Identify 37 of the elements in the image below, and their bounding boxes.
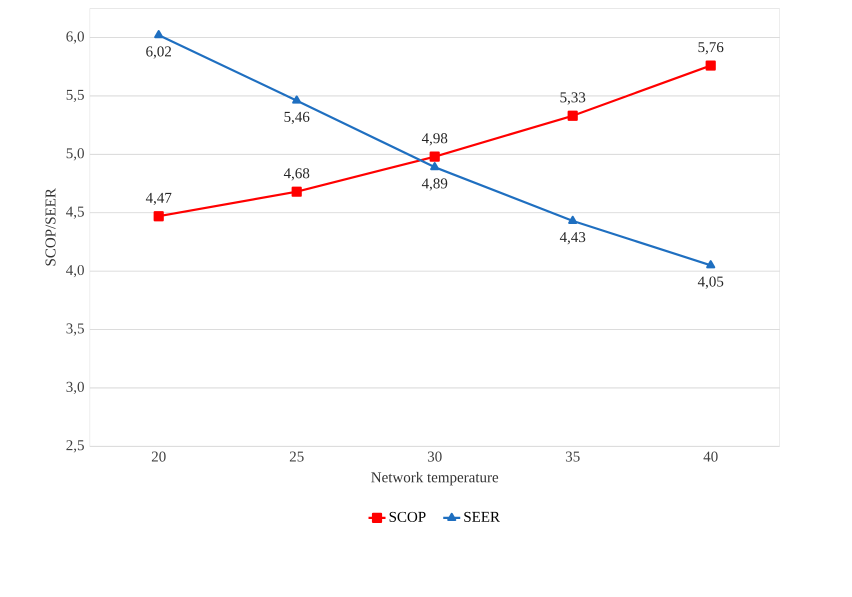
legend-label: SCOP [390, 512, 426, 522]
point [568, 216, 578, 224]
x-axis-title: Network temperature [371, 472, 498, 486]
y-tick-label: 5,5 [66, 90, 84, 102]
data-label: 4,89 [422, 178, 448, 191]
data-label: 5,33 [560, 92, 586, 105]
x-tick-label: 40 [704, 452, 718, 462]
point [430, 152, 440, 162]
y-tick-label: 4,0 [66, 264, 84, 278]
y-tick-label: 2,5 [66, 440, 84, 452]
data-label: 4,05 [698, 276, 724, 289]
point [706, 60, 716, 71]
point [154, 30, 164, 38]
point [292, 186, 302, 197]
y-axis-title: SCOP/SEER [45, 188, 56, 266]
data-label: 5,76 [698, 42, 724, 54]
data-label: 4,98 [422, 133, 448, 146]
y-tick-label: 6,0 [66, 31, 84, 44]
y-tick-label: 3,5 [66, 323, 84, 336]
x-tick-label: 35 [566, 452, 580, 462]
x-tick-label: 20 [152, 452, 166, 462]
data-label: 4,68 [284, 168, 310, 180]
data-label: 5,46 [284, 112, 310, 124]
point [430, 162, 440, 170]
point [154, 211, 164, 222]
data-label: 6,02 [146, 46, 172, 59]
y-tick-label: 5,0 [66, 148, 84, 160]
data-label: 4,47 [146, 192, 172, 206]
y-tick-label: 3,0 [66, 382, 84, 394]
x-tick-label: 25 [290, 452, 304, 462]
legend-label: SEER [464, 512, 500, 522]
y-tick-label: 4,5 [66, 206, 84, 219]
point [706, 260, 716, 268]
x-tick-label: 30 [428, 452, 442, 462]
point [292, 95, 302, 104]
data-label: 4,43 [560, 232, 586, 244]
point [568, 110, 578, 121]
